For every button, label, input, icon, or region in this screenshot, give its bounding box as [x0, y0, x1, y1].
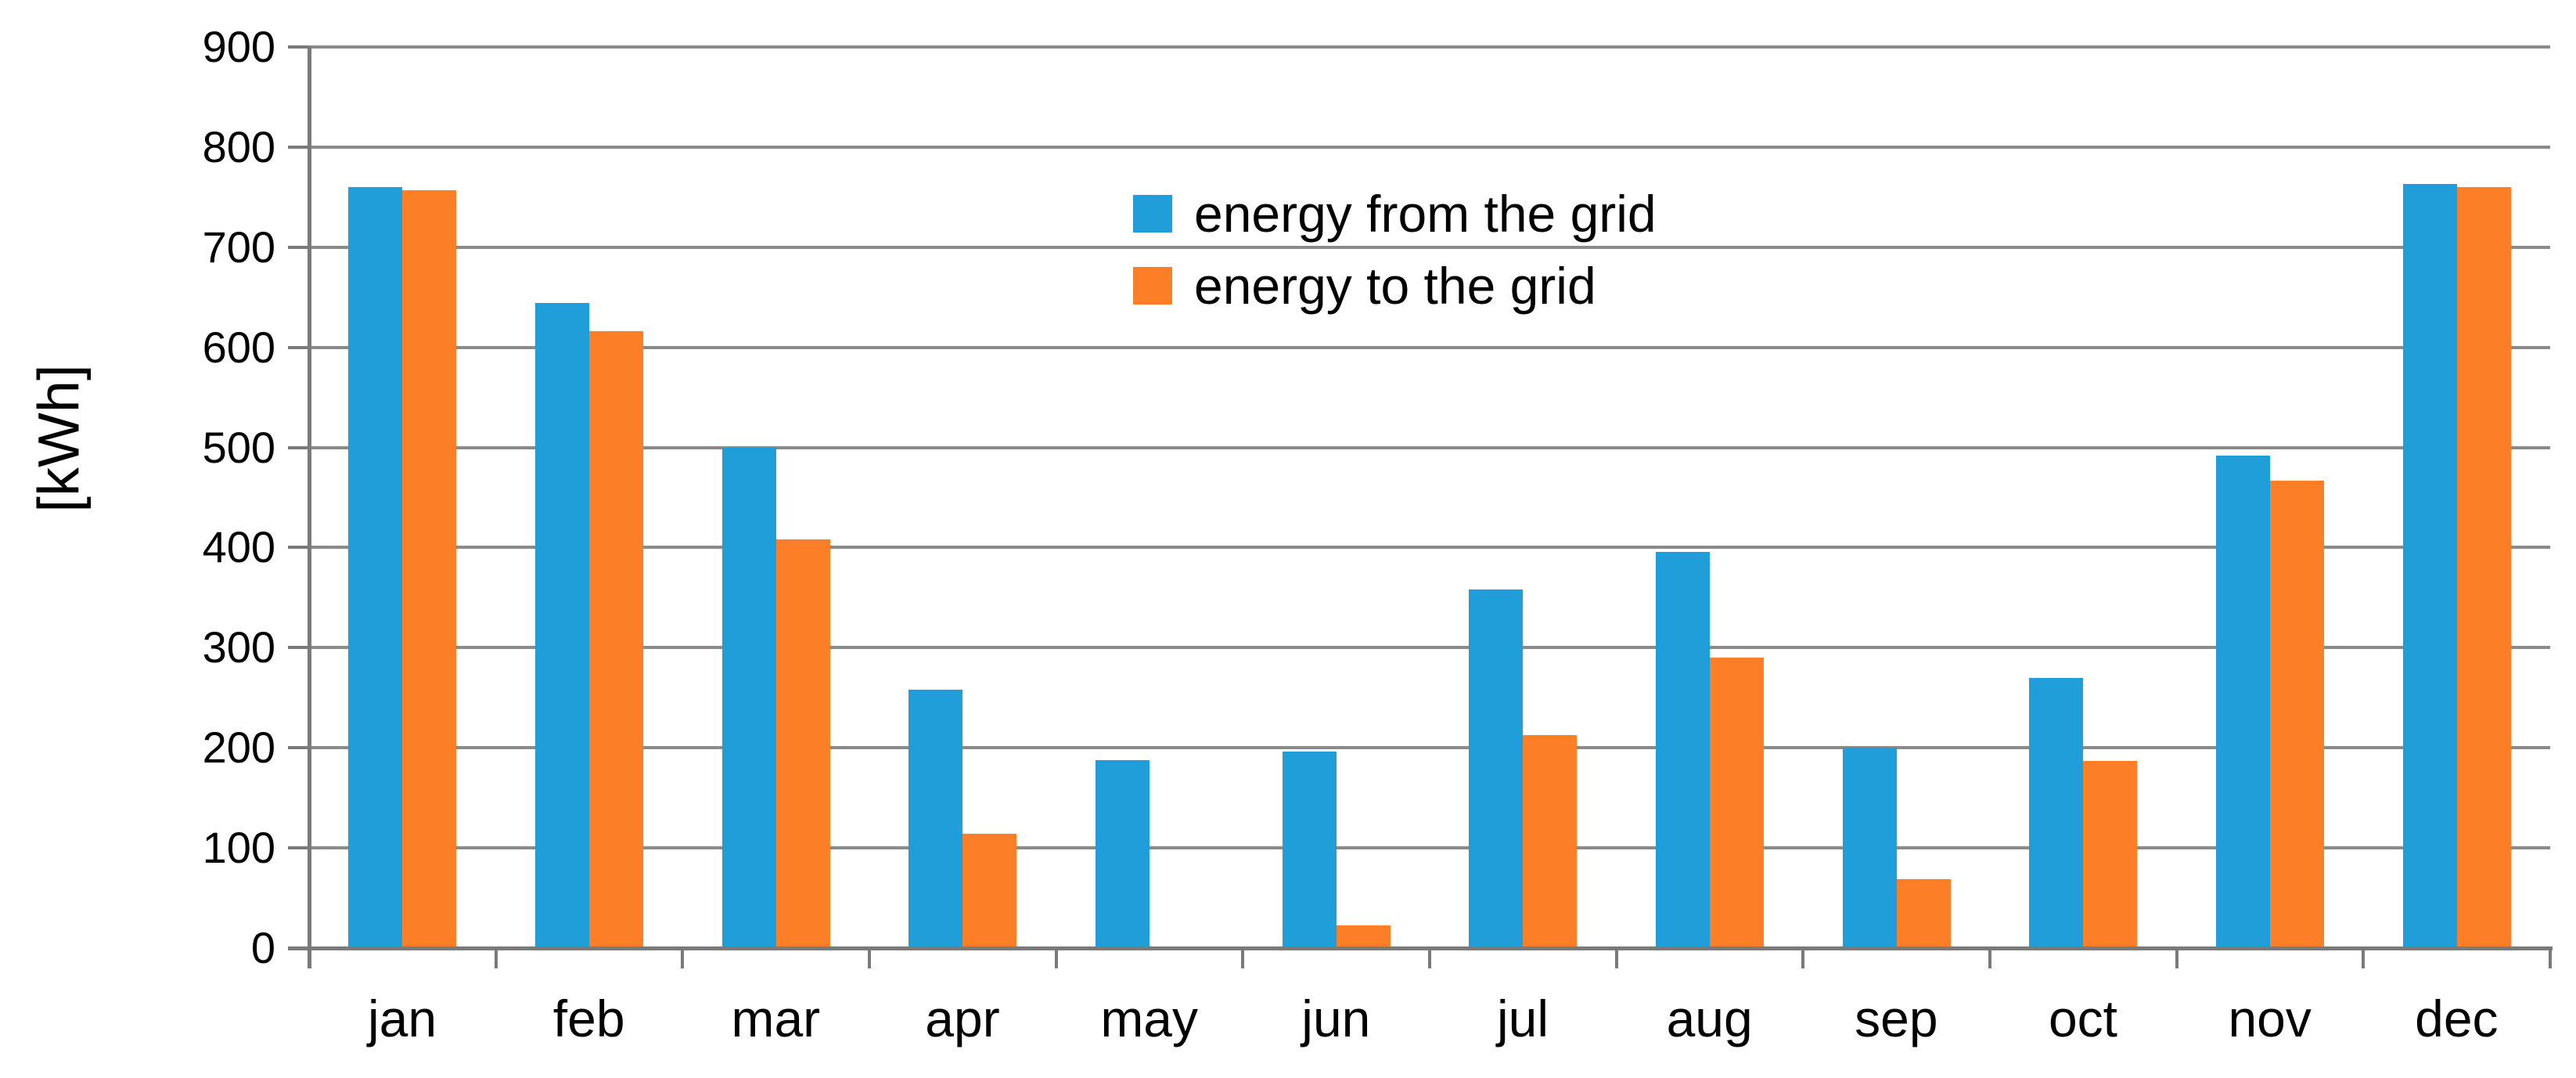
gridline-600 — [309, 345, 2550, 349]
bar-energy-to-the-grid-jun — [1336, 925, 1391, 948]
legend-label: energy to the grid — [1194, 257, 1596, 315]
x-tick-1 — [494, 948, 498, 968]
bar-energy-to-the-grid-oct — [2083, 760, 2138, 948]
gridline-700 — [309, 245, 2550, 249]
y-tick-label-900: 900 — [202, 22, 275, 71]
y-tick-700 — [288, 245, 309, 249]
bar-energy-from-the-grid-jun — [1282, 752, 1337, 948]
y-tick-900 — [288, 45, 309, 49]
y-tick-100 — [288, 846, 309, 850]
x-tick-7 — [1614, 948, 1618, 968]
bar-energy-from-the-grid-jul — [1469, 589, 1524, 948]
y-tick-label-500: 500 — [202, 422, 275, 472]
bar-energy-to-the-grid-jul — [1523, 734, 1578, 948]
x-label-may: may — [1100, 990, 1198, 1047]
legend-swatch-blue — [1133, 195, 1172, 233]
y-tick-300 — [288, 646, 309, 650]
bar-energy-from-the-grid-nov — [2216, 455, 2270, 948]
bar-energy-from-the-grid-feb — [535, 303, 589, 948]
x-tick-8 — [1801, 948, 1805, 968]
x-tick-4 — [1054, 948, 1058, 968]
plot-area — [309, 45, 2550, 948]
bar-energy-from-the-grid-dec — [2402, 184, 2457, 948]
bar-energy-from-the-grid-oct — [2029, 677, 2084, 948]
x-axis-line — [288, 946, 2553, 950]
legend-item-energy-to-the-grid: energy to the grid — [1133, 258, 1657, 313]
y-tick-label-0: 0 — [250, 923, 275, 972]
bar-energy-to-the-grid-feb — [589, 331, 643, 948]
y-tick-label-600: 600 — [202, 322, 275, 372]
gridline-900 — [309, 45, 2550, 49]
x-label-feb: feb — [552, 990, 625, 1047]
x-label-dec: dec — [2415, 990, 2499, 1047]
x-label-jun: jun — [1301, 990, 1371, 1047]
legend-label: energy from the grid — [1194, 185, 1657, 243]
x-tick-5 — [1241, 948, 1245, 968]
x-label-nov: nov — [2228, 990, 2312, 1047]
bar-energy-to-the-grid-jan — [402, 189, 457, 948]
bar-energy-to-the-grid-apr — [962, 834, 1017, 948]
bar-energy-from-the-grid-jan — [348, 187, 403, 948]
x-label-oct: oct — [2048, 990, 2118, 1047]
gridline-300 — [309, 646, 2550, 650]
x-tick-6 — [1428, 948, 1431, 968]
y-tick-label-200: 200 — [202, 723, 275, 773]
x-tick-12 — [2549, 948, 2552, 968]
x-tick-2 — [681, 948, 685, 968]
y-tick-200 — [288, 746, 309, 750]
y-tick-label-300: 300 — [202, 622, 275, 672]
y-tick-0 — [288, 946, 309, 950]
x-label-sep: sep — [1855, 990, 1938, 1047]
bar-energy-from-the-grid-mar — [721, 447, 776, 948]
bar-energy-to-the-grid-mar — [775, 539, 830, 948]
bar-energy-from-the-grid-aug — [1656, 551, 1710, 948]
y-tick-label-400: 400 — [202, 522, 275, 572]
y-tick-label-700: 700 — [202, 222, 275, 272]
bar-energy-to-the-grid-sep — [1896, 878, 1951, 948]
y-tick-600 — [288, 345, 309, 349]
x-label-jul: jul — [1496, 990, 1549, 1047]
y-axis-line — [308, 47, 311, 968]
x-tick-11 — [2362, 948, 2366, 968]
gridline-800 — [309, 145, 2550, 149]
x-label-apr: apr — [925, 990, 1000, 1047]
x-tick-3 — [868, 948, 871, 968]
legend-item-energy-from-the-grid: energy from the grid — [1133, 186, 1657, 241]
x-tick-0 — [308, 948, 311, 968]
gridline-400 — [309, 546, 2550, 550]
y-tick-500 — [288, 445, 309, 449]
x-tick-10 — [2175, 948, 2178, 968]
y-tick-800 — [288, 145, 309, 149]
y-tick-label-100: 100 — [202, 823, 275, 873]
x-tick-9 — [1988, 948, 1991, 968]
bar-energy-to-the-grid-nov — [2270, 480, 2324, 948]
gridline-100 — [309, 846, 2550, 850]
y-tick-label-800: 800 — [202, 121, 275, 171]
bar-energy-from-the-grid-may — [1096, 759, 1149, 948]
x-label-mar: mar — [731, 990, 821, 1047]
gridline-500 — [309, 445, 2550, 449]
x-label-jan: jan — [367, 990, 437, 1047]
bar-energy-from-the-grid-sep — [1842, 748, 1897, 948]
legend: energy from the grid energy to the grid — [1133, 186, 1657, 313]
y-tick-400 — [288, 546, 309, 550]
legend-swatch-orange — [1133, 267, 1172, 305]
bar-energy-from-the-grid-apr — [908, 690, 963, 948]
bar-energy-to-the-grid-dec — [2456, 187, 2511, 948]
gridline-200 — [309, 746, 2550, 750]
x-label-aug: aug — [1666, 990, 1753, 1047]
bar-energy-to-the-grid-aug — [1710, 658, 1764, 948]
